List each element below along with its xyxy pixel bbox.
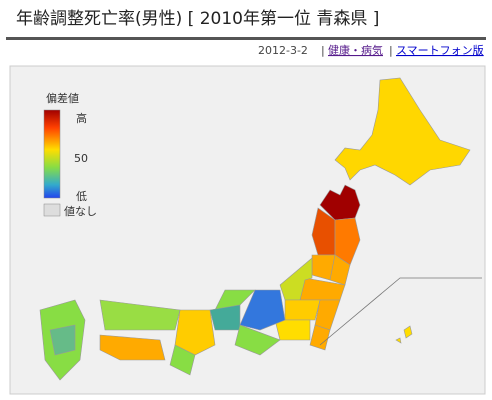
- legend-low: 低: [76, 190, 87, 203]
- legend-gradient: [43, 109, 61, 199]
- title-rule: [6, 37, 486, 40]
- prefecture[interactable]: [334, 77, 471, 186]
- legend-none: 値なし: [64, 205, 97, 218]
- prefecture[interactable]: [49, 324, 76, 356]
- prefecture[interactable]: [395, 337, 402, 344]
- prefecture[interactable]: [234, 324, 281, 356]
- prefecture[interactable]: [403, 325, 413, 339]
- legend-none-swatch: [43, 203, 61, 217]
- prefecture[interactable]: [169, 344, 196, 376]
- page-title: 年齢調整死亡率(男性) [ 2010年第一位 青森県 ]: [16, 9, 379, 29]
- separator: |: [389, 44, 393, 57]
- prefecture[interactable]: [284, 299, 321, 321]
- smartphone-link[interactable]: スマートフォン版: [396, 43, 484, 57]
- prefecture[interactable]: [99, 334, 166, 361]
- category-link[interactable]: 健康・病気: [328, 43, 383, 57]
- prefecture[interactable]: [239, 289, 286, 331]
- legend-title: 偏差値: [46, 91, 79, 105]
- date: 2012-3-2: [258, 44, 308, 57]
- prefecture[interactable]: [309, 324, 331, 351]
- separator: |: [321, 44, 325, 57]
- japan-map: [39, 77, 471, 381]
- prefecture[interactable]: [334, 217, 361, 266]
- prefecture[interactable]: [274, 319, 311, 341]
- legend-mid: 50: [74, 152, 88, 165]
- okinawa-inset-border: [319, 277, 482, 346]
- legend-high: 高: [76, 111, 87, 125]
- prefecture[interactable]: [174, 309, 216, 356]
- prefecture[interactable]: [99, 299, 181, 331]
